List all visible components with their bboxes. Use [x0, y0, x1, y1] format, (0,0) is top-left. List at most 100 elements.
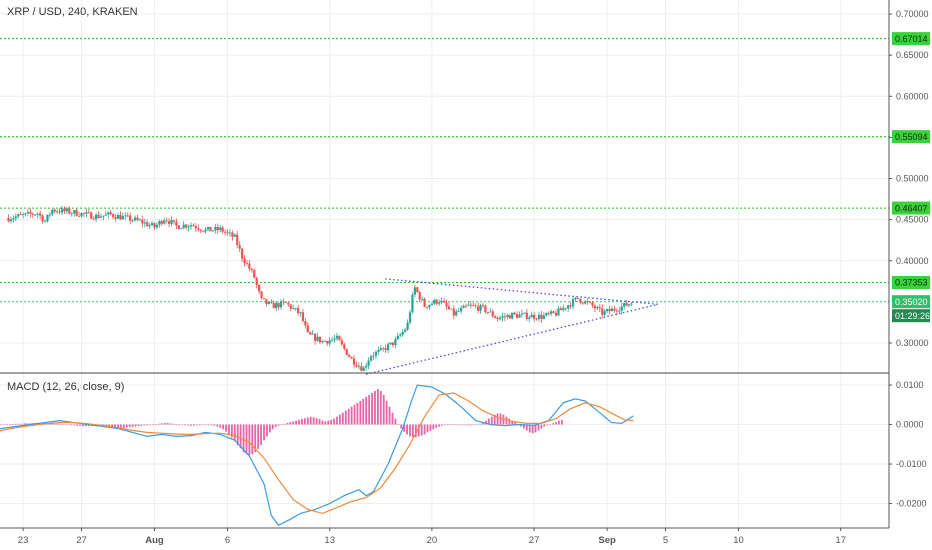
macd-histogram-bar: [417, 424, 420, 437]
candle-body: [60, 208, 64, 213]
candle-body: [12, 218, 15, 220]
macd-histogram-bar: [257, 424, 260, 450]
macd-histogram-bar: [403, 424, 406, 432]
macd-histogram-bar: [321, 420, 324, 425]
macd-histogram-bar: [3, 424, 6, 426]
candle-body: [112, 214, 115, 218]
macd-histogram-bar: [531, 424, 534, 434]
candle-body: [153, 223, 156, 228]
time-axis[interactable]: 23 27 Aug 6 13 20 27 Sep 5 10 17: [18, 528, 846, 546]
candle-body: [630, 303, 633, 305]
candle-body: [36, 213, 39, 215]
candle-body: [596, 307, 599, 309]
macd-histogram-bar: [117, 424, 119, 429]
candle-body: [530, 314, 533, 318]
candle-body: [377, 350, 380, 352]
candle-body: [610, 308, 614, 312]
level-tag-bg: [892, 130, 930, 144]
candle-body: [406, 322, 409, 330]
candle-body: [116, 214, 120, 219]
candle-body: [109, 212, 112, 215]
macd-histogram-bar: [397, 424, 400, 426]
time-tick-label: 17: [835, 535, 846, 546]
candle-body: [277, 303, 280, 308]
candle-body: [51, 209, 54, 215]
chart-title: XRP / USD, 240, KRAKEN: [7, 6, 138, 18]
macd-histogram-bar: [146, 424, 149, 426]
macd-histogram-bar: [289, 422, 292, 425]
candle-body: [275, 303, 278, 309]
level-tag-bg: [892, 32, 930, 46]
candle-body: [170, 220, 173, 224]
candle-body: [384, 348, 387, 351]
candle-body: [185, 224, 188, 228]
macd-histogram-bar: [543, 424, 546, 427]
trendline-upper: [385, 278, 659, 305]
candle-body: [508, 315, 511, 319]
candle-body: [503, 316, 506, 318]
candle-body: [467, 304, 470, 306]
candle-body: [335, 335, 339, 339]
candle-body: [177, 225, 180, 229]
candle-body: [180, 228, 183, 230]
candle-body: [311, 334, 314, 335]
candle-body: [267, 301, 270, 304]
macd-histogram-bar: [201, 424, 204, 426]
macd-histogram-bar: [333, 418, 335, 425]
macd-histogram-bar: [534, 424, 537, 433]
macd-histogram-bar: [222, 424, 225, 430]
candle-body: [411, 294, 414, 313]
candle-body: [528, 317, 531, 319]
candle-body: [92, 218, 95, 220]
macd-histogram-bar: [560, 419, 563, 425]
candle-body: [603, 311, 606, 315]
candle-body: [564, 307, 567, 309]
candle-body: [460, 308, 463, 312]
candle-body: [318, 336, 322, 343]
triangle-trendlines[interactable]: [366, 278, 659, 375]
candle-body: [165, 220, 168, 222]
macd-histogram-bar: [152, 424, 154, 426]
macd-histogram-bar: [540, 424, 543, 429]
candle-body: [540, 314, 543, 319]
candle-body: [520, 313, 524, 315]
macd-histogram-bar: [169, 423, 172, 425]
candle-body: [394, 339, 397, 345]
macd-histogram-bar: [409, 424, 411, 437]
candle-body: [223, 231, 227, 233]
candle-body: [372, 355, 375, 357]
macd-histogram-bar: [184, 424, 187, 426]
macd-histogram-bar: [277, 424, 280, 426]
candle-body: [506, 315, 509, 317]
candle-body: [56, 211, 59, 213]
price-axis-tags: 0.67014 0.55094 0.46407 0.37353 0.35020 01:29…: [892, 32, 930, 323]
candle-body: [571, 299, 575, 307]
macd-histogram-bar: [228, 424, 230, 435]
macd-histogram-bar: [476, 424, 479, 426]
candle-body: [9, 219, 13, 222]
macd-histogram-bar: [479, 423, 481, 425]
macd-grid: [0, 374, 889, 528]
macd-histogram-bar: [467, 424, 470, 426]
candle-body: [382, 348, 385, 349]
candle-body: [464, 305, 468, 307]
macd-axis[interactable]: 0.0100 0.0000 -0.0100 -0.0200: [889, 380, 927, 509]
candle-body: [85, 212, 88, 214]
candle-body: [250, 268, 253, 270]
price-pane[interactable]: [0, 0, 889, 375]
macd-histogram-bar: [254, 424, 257, 453]
candle-body: [360, 366, 363, 371]
macd-histogram-bar: [84, 424, 87, 427]
candle-body: [296, 307, 300, 314]
candle-body: [340, 340, 343, 345]
macd-histogram-bar: [248, 424, 251, 456]
candle-body: [168, 221, 171, 224]
macd-histogram-bar: [128, 424, 131, 428]
macd-pane[interactable]: [0, 374, 889, 528]
countdown-tag: 01:29:26: [895, 311, 930, 321]
candle-body: [43, 221, 47, 223]
time-tick-label: 27: [529, 535, 540, 546]
candle-body: [233, 234, 236, 237]
candle-body: [535, 318, 538, 320]
